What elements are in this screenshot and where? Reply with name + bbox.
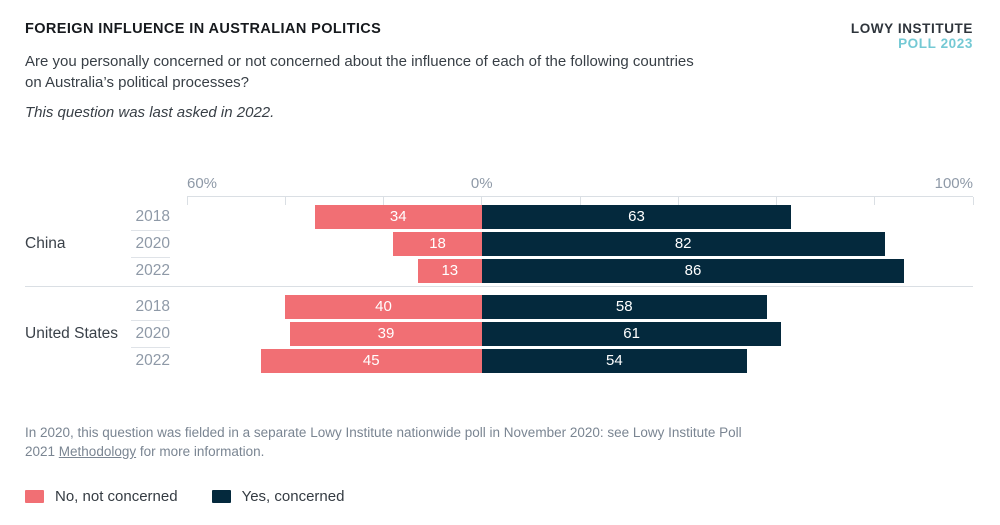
legend-label: No, not concerned: [55, 488, 178, 505]
axis-tick-label: 100%: [934, 175, 973, 192]
bar-no-not-concerned: 13: [417, 259, 482, 283]
year-label: 2018: [25, 205, 187, 231]
country-label: China: [25, 235, 66, 252]
country-group-china: China 2018 34 63 2020 18 82 2022 13 86: [25, 205, 973, 283]
bar-no-not-concerned: 34: [314, 205, 482, 229]
country-group-united-states: United States 2018 40 58 2020 39 61 2022 45 54: [25, 295, 973, 373]
axis-tick-label: 60%: [187, 175, 218, 192]
bar-row: 2020 39 61: [25, 322, 973, 348]
axis-labels: 60% 0% 100%: [187, 175, 973, 194]
axis-tick-mark: [776, 197, 777, 205]
legend-label: Yes, concerned: [241, 488, 345, 505]
legend-item: Yes, concerned: [211, 488, 345, 505]
chart-axis: 60% 0% 100%: [186, 175, 974, 205]
year-label: 2022: [135, 262, 170, 279]
methodology-link[interactable]: Methodology: [58, 444, 137, 459]
bar-plot-area: 13 86: [187, 259, 973, 283]
year-separator-line: [131, 230, 170, 231]
year-label: 2022: [135, 352, 170, 369]
year-label: 2020: [25, 322, 187, 348]
diverging-bar-chart: 60% 0% 100% China 2018 34 63 2020 18 82 2022 13 86 U…: [25, 175, 974, 373]
bar-yes-concerned: 58: [481, 295, 767, 319]
brand-poll-year: POLL 2023: [898, 36, 973, 51]
chart-body: China 2018 34 63 2020 18 82 2022 13 86 United Stat…: [25, 205, 973, 373]
year-separator-line: [131, 320, 170, 321]
bar-yes-concerned: 82: [481, 232, 885, 256]
footnote-text-after: for more information.: [136, 444, 265, 459]
axis-tick-mark: [874, 197, 876, 205]
bar-plot-area: 18 82: [187, 232, 973, 256]
bar-yes-concerned: 63: [481, 205, 792, 229]
bar-plot-area: 40 58: [187, 295, 973, 319]
brand-name: LOWY INSTITUTE: [850, 21, 973, 36]
footnote: In 2020, this question was fielded in a …: [25, 423, 763, 461]
axis-tick-mark: [677, 197, 679, 205]
axis-tick-mark: [972, 197, 974, 205]
bar-yes-concerned: 54: [481, 349, 748, 373]
legend-swatch: [211, 490, 231, 503]
bar-no-not-concerned: 39: [290, 322, 482, 346]
country-label: United States: [25, 325, 119, 342]
bar-row: 2020 18 82: [25, 232, 973, 258]
bar-plot-area: 45 54: [187, 349, 973, 373]
year-separator-line: [131, 347, 170, 348]
question-note: This question was last asked in 2022.: [25, 104, 275, 121]
axis-tick-mark: [481, 197, 483, 205]
year-label: 2018: [25, 295, 187, 321]
bar-row: 2018 40 58: [25, 295, 973, 321]
footnote-text-before: In 2020, this question was fielded in a …: [25, 425, 742, 459]
bar-yes-concerned: 61: [481, 322, 782, 346]
bar-no-not-concerned: 45: [260, 349, 482, 373]
lowy-institute-logo: LOWY INSTITUTE POLL 2023: [851, 21, 973, 51]
page-title: FOREIGN INFLUENCE IN AUSTRALIAN POLITICS: [25, 21, 382, 37]
legend-item: No, not concerned: [25, 488, 178, 505]
axis-line: [186, 196, 974, 205]
chart-legend: No, not concerned Yes, concerned: [25, 488, 973, 505]
bar-row: 2022 13 86: [25, 259, 973, 283]
year-separator-line: [131, 257, 170, 258]
year-label: 2020: [25, 232, 187, 258]
survey-question: Are you personally concerned or not conc…: [25, 53, 694, 91]
bar-no-not-concerned: 40: [285, 295, 482, 319]
bar-no-not-concerned: 18: [393, 232, 482, 256]
bar-yes-concerned: 86: [481, 259, 905, 283]
bar-row: 2022 45 54: [25, 349, 973, 373]
axis-tick-label: 0%: [470, 175, 493, 192]
axis-tick-mark: [383, 197, 384, 205]
axis-tick-mark: [284, 197, 286, 205]
bar-row: 2018 34 63: [25, 205, 973, 231]
axis-tick-mark: [579, 197, 581, 205]
legend-swatch: [25, 490, 44, 503]
bar-plot-area: 39 61: [187, 322, 973, 346]
axis-tick-mark: [186, 197, 188, 205]
group-divider: [25, 286, 973, 287]
bar-plot-area: 34 63: [187, 205, 973, 229]
